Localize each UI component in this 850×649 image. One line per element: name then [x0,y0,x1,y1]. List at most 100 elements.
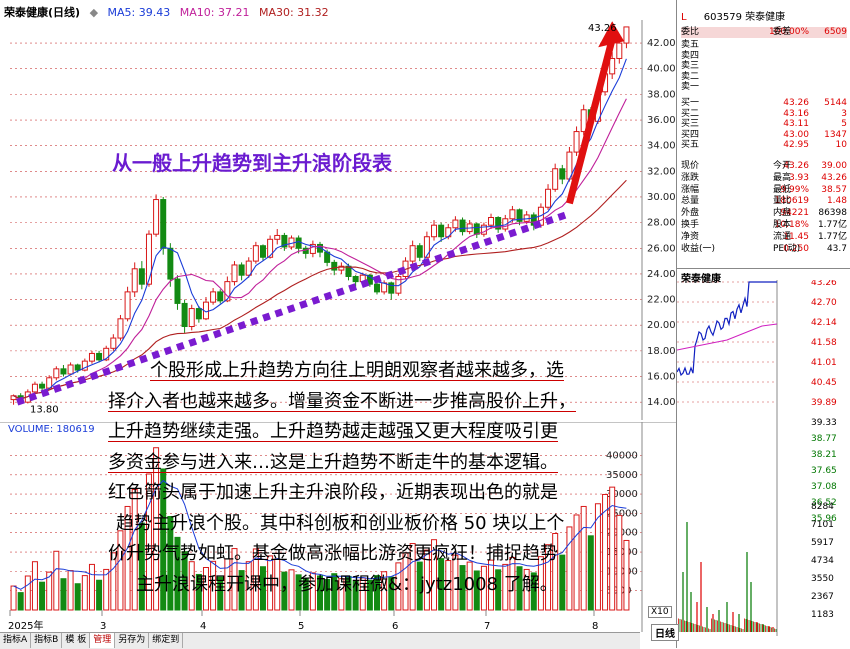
quote-stat-row-cell: 涨跌 [681,172,700,183]
volume-ma-line [13,479,627,590]
volume-bar [516,566,523,611]
quote-stat-row-cell: 今开 [773,161,792,171]
tab-indicator-b[interactable]: 指标B [31,633,63,648]
mini-price-axis-label: 36.52 [811,498,837,508]
volume-bar [259,566,266,611]
volume-bar [537,556,544,611]
weicha-value: 6509 [824,27,847,37]
buy-order-row-cell: 买四 [681,129,700,140]
mini-price-axis-label: 38.21 [811,450,837,460]
sell-order-row-cell: 卖四 [681,50,700,61]
volume-bar [324,578,331,611]
volume-bar [431,539,438,611]
candle [295,237,302,249]
mini-price-axis-label: 35.96 [811,514,837,524]
paragraph-line: 上升趋势继续走强。上升趋势越走越强又更大程度吸引更 [108,421,558,442]
sell-order-row: 卖二 [681,72,847,83]
volume-chart[interactable]: 4000035000300002500020000150001000050002… [0,422,676,632]
candle [245,260,252,276]
volume-bar [53,550,60,611]
candle [167,247,174,280]
volume-bar [210,560,217,611]
candle [366,274,373,285]
tab-template[interactable]: 模 板 [62,633,91,648]
volume-axis-label: 40000 [606,450,638,461]
candle [74,364,81,371]
quote-stat-row-cell: 180619 [774,196,809,207]
quote-stat-row: 涨幅 9.99% 最低 38.57 [681,185,847,196]
quote-stat-row-cell: 3.93 [788,172,809,183]
volume-bar [423,549,430,611]
quote-stat-row-cell: 94221 [780,208,809,219]
volume-bar [609,486,616,611]
quote-stat-row-cell: 涨幅 [681,184,700,195]
candle [473,223,480,235]
mini-price-axis-label: 40.45 [811,378,837,388]
candle [502,218,509,230]
mini-volume-axis-label: 5917 [811,538,834,548]
buy-order-row-cell: 买五 [681,140,700,151]
x10-button[interactable]: X10 [648,606,672,618]
candle [259,245,266,258]
quote-stat-row-cell: 43.26 [783,161,809,171]
candle [181,302,188,328]
x-axis-label: 5 [298,621,304,632]
x-axis-label: 4 [200,621,206,632]
volume-bar [174,536,181,611]
quote-stat-row: 净资 11.45 流通 1.77亿 [681,232,847,243]
tab-indicator-a[interactable]: 指标A [0,633,32,648]
candle [388,282,395,294]
candle [103,347,110,361]
volume-bar [623,539,630,611]
ma30-line [13,179,627,400]
ma5-line [13,58,627,400]
paragraph-line: 多资金参与进入来…这是上升趋势不断走牛的基本逻辑。 [108,451,558,473]
intraday-chart[interactable]: 43.26 42.70 42.14 41.58 41.01 40.45 39.89 39.33… [677,280,850,636]
volume-bar [67,570,74,611]
buy-order-row-cell: 买二 [681,108,700,119]
tab-bind-to[interactable]: 绑定到 [149,633,184,648]
quote-stat-row-cell: 38.57 [821,184,847,195]
quote-stat-row: 换手 10.18% 股本 1.77亿 [681,220,847,231]
mini-volume-axis-label: 1183 [811,610,834,620]
paragraph-line: 择介入者也越来越多。增量资金不断进一步推高股价上升， [108,390,576,412]
candle [117,318,124,339]
candle [573,131,580,153]
candle [509,209,516,220]
candle [423,236,430,258]
tab-manage[interactable]: 管理 [90,633,116,648]
mini-price-axis-label: 39.89 [811,398,837,408]
buy-order-row-cell: 42.95 [783,140,809,151]
candle [495,217,502,230]
settings-icon[interactable]: ◆ [89,6,99,19]
volume-bar [409,543,416,611]
candle [488,217,495,226]
sell-order-row: 卖三 [681,61,847,72]
volume-bar [17,592,24,611]
volume-bar [388,576,395,611]
period-button[interactable]: 日线 [651,624,679,641]
price-chart[interactable]: 42.00 40.00 38.00 36.00 34.00 32.00 30.00 28.00… [0,20,676,420]
volume-bar [587,535,594,611]
price-axis-label: 40.00 [647,64,676,75]
volume-bar [267,555,274,611]
candle [160,199,167,249]
candle [96,352,103,361]
tab-save-as[interactable]: 另存为 [115,633,150,648]
paragraph-line: 价升势气势如虹。基金做高涨幅比游资更疯狂！捕捉趋势 [108,543,558,564]
mini-price-axis-label: 37.65 [811,466,837,476]
kline-chart-panel[interactable]: 荣泰健康(日线) ◆ MA5: 39.43 MA10: 37.21 MA30: … [0,0,676,649]
mini-chart-title: 荣泰健康 [681,274,721,285]
volume-bar [202,567,209,611]
ma10-line [13,98,627,400]
quote-stat-row-cell: 内盘 [773,208,792,219]
candle [281,234,288,248]
buy-order-row-cell: 10 [835,140,847,151]
volume-bar [530,572,537,611]
volume-bar [338,578,345,611]
buy-order-row-cell: 43.11 [783,119,809,130]
volume-axis-label: 35000 [606,470,638,481]
acceleration-arrow [566,38,616,205]
candle [153,199,160,235]
candle [224,281,231,302]
